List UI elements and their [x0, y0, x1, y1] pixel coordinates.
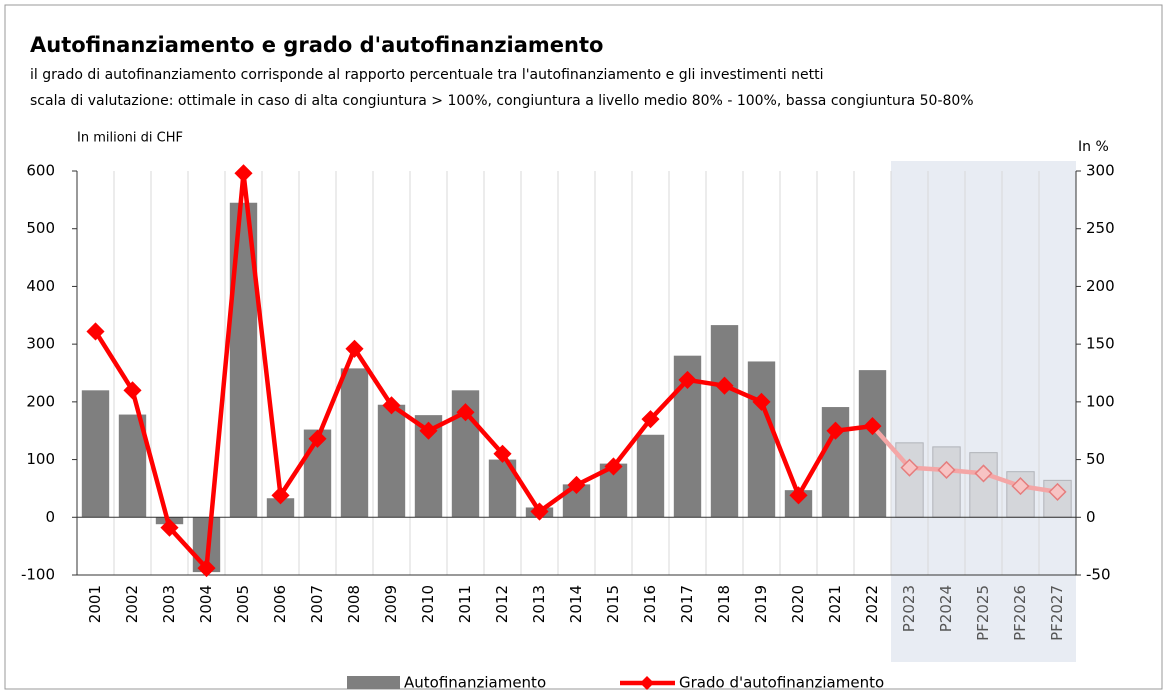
- x-tick-label: 2002: [123, 585, 141, 623]
- legend-swatch: [347, 676, 400, 689]
- x-tick-label: 2014: [567, 585, 585, 623]
- marker: [1011, 477, 1030, 496]
- x-tick-label: 2009: [382, 585, 400, 623]
- marker: [234, 164, 253, 183]
- x-tick-label: PF2026: [1011, 585, 1029, 641]
- x-tick-label: 2018: [715, 585, 733, 623]
- bar: [747, 361, 776, 518]
- x-tick-label: 2013: [530, 585, 548, 623]
- marker: [752, 392, 771, 411]
- marker: [1048, 482, 1067, 501]
- line: [93, 171, 873, 571]
- bar: [969, 452, 998, 518]
- chart-title: Autofinanziamento e grado d'autofinanzia…: [30, 33, 603, 57]
- legend-swatch: [640, 676, 654, 690]
- x-tick-label: 2006: [271, 585, 289, 623]
- bar: [266, 498, 295, 518]
- x-tick-label: 2019: [752, 585, 770, 623]
- x-tick-label: 2001: [86, 585, 104, 623]
- y-tick-label: 300: [26, 335, 55, 353]
- marker: [678, 370, 697, 389]
- x-tick-label: P2024: [937, 585, 955, 632]
- marker: [530, 502, 549, 521]
- x-tick-label: 2010: [419, 585, 437, 623]
- marker: [641, 410, 660, 429]
- x-tick-label: 2020: [789, 585, 807, 623]
- marker: [900, 458, 919, 477]
- y-axis-label: In milioni di CHF: [77, 131, 183, 146]
- marker: [863, 417, 882, 436]
- y2-tick-label: 0: [1086, 508, 1096, 526]
- forecast-area: [891, 161, 1076, 662]
- y2-tick-label: 100: [1086, 392, 1115, 410]
- marker: [382, 396, 401, 415]
- x-tick-label: 2015: [604, 585, 622, 623]
- marker: [937, 460, 956, 480]
- bar: [340, 368, 369, 518]
- x-tick-label: 2017: [678, 585, 696, 623]
- y2-tick-label: 300: [1086, 162, 1115, 180]
- y2-tick-label: 200: [1086, 277, 1115, 295]
- x-tick-label: 2005: [234, 585, 252, 623]
- marker: [197, 559, 216, 578]
- x-tick-label: 2003: [160, 585, 178, 623]
- bar: [377, 404, 406, 518]
- x-tick-label: 2022: [863, 585, 881, 623]
- y2-tick-label: 150: [1086, 335, 1115, 353]
- x-tick-label: PF2027: [1048, 585, 1066, 641]
- bar: [932, 446, 961, 518]
- y-tick-label: 600: [26, 162, 55, 180]
- marker: [456, 403, 475, 422]
- marker: [345, 339, 364, 358]
- subtitle: il grado di autofinanziamento corrispond…: [30, 67, 823, 83]
- marker: [789, 486, 808, 505]
- bar: [636, 434, 665, 518]
- y-tick-label: -100: [21, 566, 55, 584]
- x-tick-label: 2011: [456, 585, 474, 623]
- marker: [123, 381, 142, 400]
- bar: [81, 390, 110, 518]
- marker: [271, 486, 290, 505]
- y2-tick-label: 250: [1086, 219, 1115, 237]
- x-tick-label: 2016: [641, 585, 659, 623]
- bar: [710, 325, 739, 518]
- marker: [160, 518, 179, 537]
- marker: [604, 457, 623, 476]
- marker: [493, 444, 512, 463]
- legend-label: Autofinanziamento: [404, 674, 546, 692]
- subtitle: scala di valutazione: ottimale in caso d…: [30, 93, 974, 109]
- y2-axis-label: In %: [1078, 139, 1109, 155]
- marker: [308, 429, 327, 448]
- y2-tick-label: -50: [1086, 566, 1111, 584]
- marker: [826, 421, 845, 440]
- x-tick-label: 2021: [826, 585, 844, 623]
- x-tick-label: P2023: [900, 585, 918, 632]
- x-tick-label: 2007: [308, 585, 326, 623]
- marker: [974, 464, 993, 483]
- marker: [419, 421, 438, 440]
- y-tick-label: 100: [26, 450, 55, 468]
- legend-label: Grado d'autofinanziamento: [679, 674, 884, 692]
- marker: [86, 322, 105, 341]
- bar: [858, 370, 887, 518]
- x-tick-label: 2008: [345, 585, 363, 623]
- y2-tick-label: 50: [1086, 450, 1105, 468]
- x-tick-label: 2004: [197, 585, 215, 623]
- y-tick-label: 200: [26, 392, 55, 410]
- x-tick-label: PF2025: [974, 585, 992, 641]
- y-tick-label: 500: [26, 219, 55, 237]
- x-tick-label: 2012: [493, 585, 511, 623]
- marker: [715, 376, 734, 395]
- marker: [567, 475, 586, 495]
- y-tick-label: 400: [26, 277, 55, 295]
- y-tick-label: 0: [45, 508, 55, 526]
